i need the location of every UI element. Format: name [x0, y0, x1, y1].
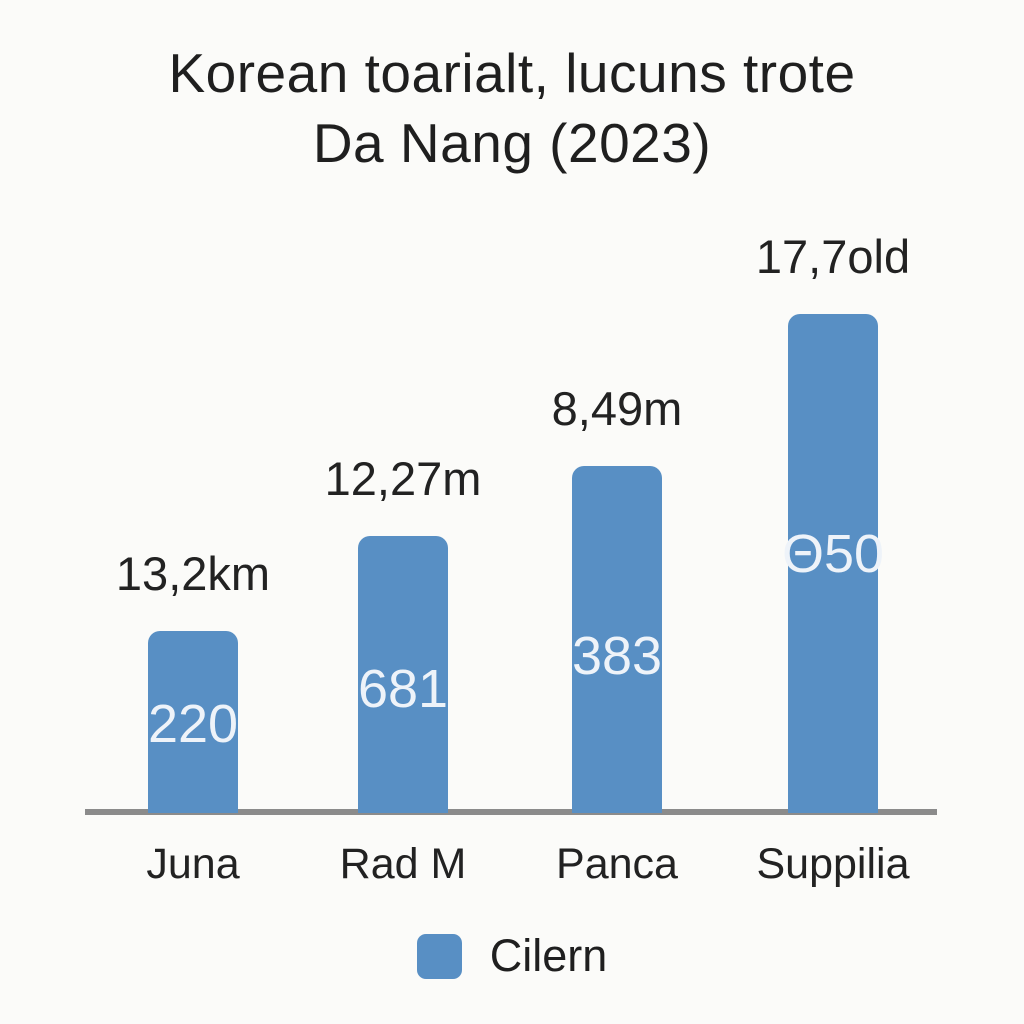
x-axis-line	[85, 809, 937, 815]
bar-value-label: 8,49m	[551, 382, 683, 435]
bar-suppilia: Θ50	[782, 314, 884, 813]
x-axis-label-suppilia: Suppilia	[756, 840, 910, 888]
legend: Cilern	[0, 930, 1024, 982]
bar-inner-value: 220	[147, 694, 239, 754]
bar-group-panca: 8,49m 383	[507, 381, 727, 813]
x-axis-label-juna: Juna	[146, 840, 240, 888]
chart-title: Korean toarialt, lucuns trote Da Nang (2…	[0, 38, 1024, 179]
legend-label: Cilern	[489, 930, 608, 981]
bar-group-rad-m: 12,27m 681	[293, 451, 513, 813]
x-axis-label-rad-m: Rad M	[339, 840, 467, 888]
bar-group-juna: 13,2km 220	[83, 546, 303, 813]
bar-inner-value: 383	[571, 626, 663, 686]
legend-swatch-icon	[416, 933, 462, 979]
bar-rad-m: 681	[358, 536, 448, 813]
bar-value-label: 13,2km	[115, 547, 271, 600]
bar-panca: 383	[572, 466, 662, 813]
bar-value-label: 17,7old	[755, 230, 911, 283]
chart-title-line2: Da Nang (2023)	[312, 112, 712, 175]
bar-inner-value: 681	[357, 659, 449, 719]
x-axis-label-panca: Panca	[556, 840, 678, 888]
chart-title-line1: Korean toarialt, lucuns trote	[168, 42, 856, 104]
bar-value-label: 12,27m	[324, 452, 482, 505]
bar-inner-value: Θ50	[781, 524, 885, 584]
bar-group-suppilia: 17,7old Θ50	[723, 229, 943, 813]
bar-juna: 220	[148, 631, 238, 813]
